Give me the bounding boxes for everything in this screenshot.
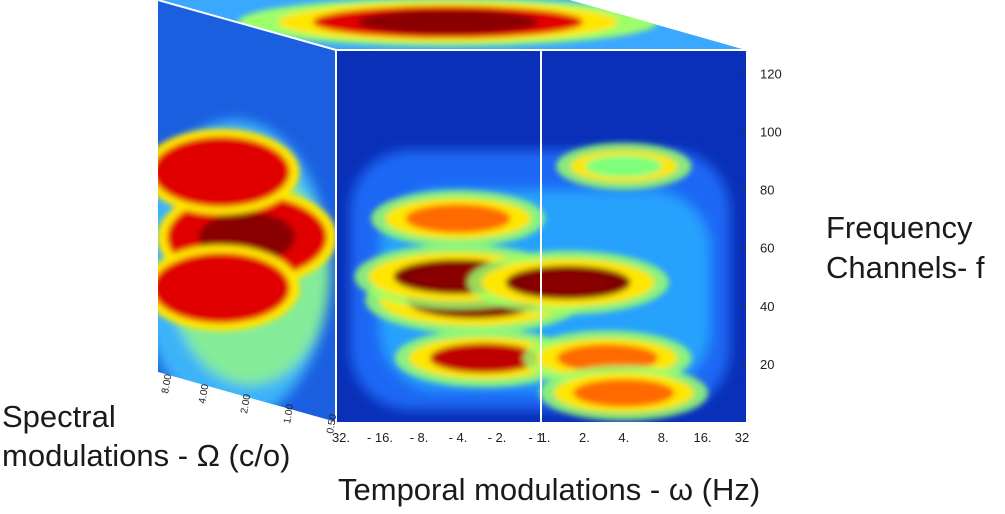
side-face-heatmap	[158, 0, 336, 422]
x-axis: 32. - 16. - 8. - 4. - 2. - 11. 2. 4. 8. 16. 32	[332, 430, 749, 445]
x-tick-label: - 16.	[367, 430, 393, 445]
front-blob-core-5	[556, 344, 659, 372]
front-blob-core-3	[405, 204, 511, 233]
z-tick-label: 4.00	[197, 383, 211, 405]
top-face-heatmap	[158, 0, 746, 50]
x-tick-label: 2.	[579, 430, 590, 445]
front-blob-core-7	[585, 155, 663, 178]
z-tick-label: 2.00	[239, 393, 253, 415]
z-tick-label: 8.00	[160, 373, 174, 395]
front-blob-core-6	[573, 379, 675, 407]
y-tick-label: 20	[760, 357, 774, 372]
cube-edges	[157, 0, 746, 422]
x-tick-label: - 1	[528, 430, 543, 445]
y-tick-label: 120	[760, 66, 782, 81]
y-axis: 20 40 60 80 100 120	[740, 66, 782, 372]
y-tick-label: 80	[760, 183, 774, 198]
x-axis-label: Temporal modulations - ω (Hz)	[338, 472, 761, 507]
side-face-blobs	[158, 128, 336, 331]
y-axis-label-line-2: Channels- f	[826, 250, 985, 285]
top-face-blobs	[238, 0, 658, 46]
depth-axis-label-line-2: modulations - Ω (c/o)	[2, 438, 291, 473]
x-tick-label: 16.	[694, 430, 712, 445]
y-tick-label: 60	[760, 241, 774, 256]
z-tick-label: 1.00	[282, 403, 296, 425]
x-tick-label: 1.	[540, 430, 551, 445]
front-face-blobs	[354, 142, 709, 421]
y-axis-label-line-1: Frequency	[826, 210, 973, 245]
x-tick-label: - 2.	[488, 430, 507, 445]
x-tick-label: 4.	[618, 430, 629, 445]
side-blob-red-1	[158, 136, 290, 207]
x-tick-label: - 4.	[449, 430, 468, 445]
z-tick-label: 0.50	[325, 413, 339, 435]
x-tick-label: 32.	[332, 430, 350, 445]
top-blob-peak-0	[358, 10, 538, 34]
x-tick-label: - 8.	[410, 430, 429, 445]
front-blob-peak-2	[529, 271, 608, 294]
y-tick-label: 100	[760, 124, 782, 139]
y-tick-label: 40	[760, 299, 774, 314]
x-tick-label: 32	[735, 430, 749, 445]
side-blob-red-2	[158, 252, 290, 323]
front-face-heatmap	[336, 50, 746, 422]
z-axis: 8.00 4.00 2.00 1.00 0.50	[160, 373, 339, 435]
front-blob-core-4	[429, 343, 539, 373]
depth-axis-label-line-1: Spectral	[2, 399, 116, 434]
x-tick-label: 8.	[658, 430, 669, 445]
